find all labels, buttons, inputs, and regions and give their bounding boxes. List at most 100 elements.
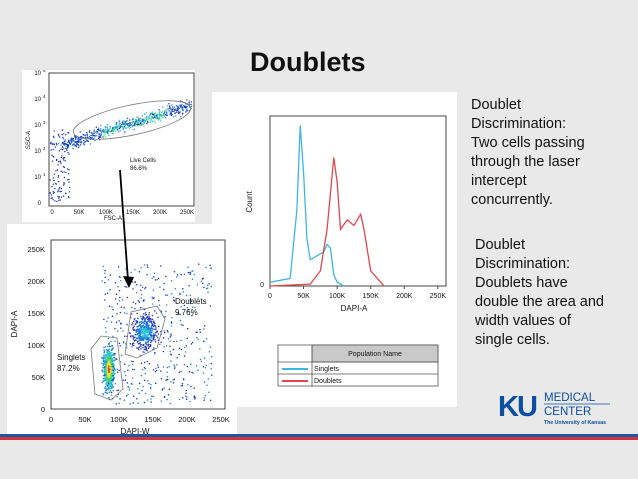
scatter-point [108,361,110,364]
scatter-point [150,339,152,342]
scatter-point [62,184,65,186]
scatter-point [168,110,170,112]
scatter-point [116,125,118,127]
scatter-point [158,299,160,302]
scatter-point [64,139,66,141]
scatter-point [144,331,146,334]
dapi-y-tick-label: 0 [41,405,45,414]
dapi-chart: Singlets 87.2% Doublets 9.76% 0 50K 100K 15… [10,239,230,436]
histogram-plot-frame [269,115,447,287]
scatter-point [153,320,155,322]
scatter-point [104,129,106,132]
scatter-point [210,267,212,269]
scatter-point [109,274,111,276]
scatter-point [69,186,71,188]
scatter-point [67,151,69,154]
scatter-point [145,343,148,345]
scatter-point [132,342,135,345]
scatter-point [110,379,113,382]
scatter-point [57,133,60,136]
scatter-point [189,294,192,297]
scatter-point [97,128,99,131]
scatter-point [162,117,164,119]
scatter-point [206,384,208,387]
scatter-point [163,288,165,291]
scatter-point [52,135,55,137]
text-line: width values of [475,313,571,329]
scatter-point [171,104,173,106]
scatter-point [170,113,172,115]
scatter-point [144,318,146,320]
scatter-point [145,322,148,324]
scatter-point [200,360,203,362]
histogram-chart: 0 50K 100K 150K 200K 250K DAPI-A Count 0 Popu… [245,115,447,387]
fsc-ssc-y-tick-exponent: 3 [43,120,46,125]
dapi-x-tick-label: 100K [110,415,128,424]
scatter-point [110,321,113,323]
scatter-point [145,112,148,114]
scatter-point [133,329,135,331]
scatter-point [147,121,150,124]
scatter-point [194,306,196,308]
scatter-point [128,119,131,121]
scatter-point [188,284,190,287]
scatter-point [103,387,106,389]
scatter-point [136,325,138,328]
scatter-point [144,335,147,338]
scatter-point [138,382,141,385]
scatter-point [131,335,134,337]
scatter-point [130,124,133,126]
scatter-point [167,105,169,107]
fsc-ssc-y-tick-label: 10 [34,175,41,181]
scatter-point [162,106,164,108]
scatter-point [153,272,156,274]
scatter-point [131,324,133,326]
scatter-point [115,123,117,125]
fsc-ssc-x-tick-label: 200K [153,210,167,216]
scatter-point [156,335,158,337]
scatter-point [176,276,178,278]
scatter-point [109,390,112,392]
scatter-point [73,143,75,145]
scatter-point [179,293,181,296]
scatter-point [185,345,188,347]
text-line: single cells. [475,332,550,348]
scatter-point [106,369,108,372]
scatter-point [132,128,134,131]
histogram-panel: 0 50K 100K 150K 200K 250K DAPI-A Count 0 Popu… [212,92,457,407]
scatter-point [165,294,167,296]
scatter-point [96,132,98,134]
scatter-point [131,322,134,324]
scatter-point [185,294,188,297]
scatter-point [197,297,199,299]
scatter-point [148,313,150,316]
scatter-point [142,123,145,125]
scatter-point [114,369,117,371]
scatter-point [55,142,58,145]
scatter-point [131,377,134,379]
scatter-point [145,317,148,319]
scatter-point [163,330,165,332]
scatter-point [110,359,112,362]
scatter-point [119,344,121,347]
scatter-point [117,266,120,268]
scatter-point [66,168,69,170]
scatter-point [168,366,170,368]
scatter-point [122,379,125,382]
scatter-point [152,289,155,292]
scatter-point [109,352,112,354]
doublets-gate [124,305,166,359]
scatter-point [95,126,98,128]
scatter-point [60,188,63,190]
scatter-point [113,129,116,131]
scatter-point [208,350,211,353]
scatter-point [126,296,129,299]
scatter-point [153,297,155,299]
scatter-point [192,270,194,272]
scatter-point [50,194,52,196]
fsc-ssc-y-tick-exponent: 5 [43,70,46,73]
scatter-point [149,386,152,389]
scatter-point [139,341,141,344]
scatter-point [108,383,111,386]
scatter-point [176,356,179,359]
